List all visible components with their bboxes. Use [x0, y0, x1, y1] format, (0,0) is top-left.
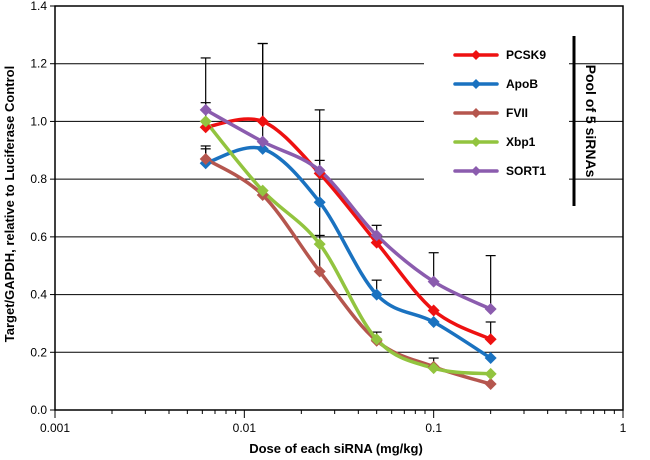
data-point [256, 135, 269, 148]
data-point [370, 333, 383, 346]
data-point [199, 103, 212, 116]
y-tick-label: 0.6 [30, 230, 47, 244]
legend-label: ApoB [506, 77, 538, 91]
legend-marker-diamond [471, 166, 481, 176]
legend: PCSK9 ApoB FVII Xbp1 SORT1 Pool of 5 siRNAs [424, 36, 599, 206]
x-tick-label: 0.1 [425, 421, 442, 435]
legend-marker-diamond [471, 137, 481, 147]
legend-pool-label: Pool of 5 siRNAs [583, 65, 599, 178]
y-tick-label: 0.8 [30, 172, 47, 186]
legend-marker-diamond [471, 108, 481, 118]
legend-marker-diamond [471, 79, 481, 89]
data-point [484, 333, 497, 346]
legend-label: PCSK9 [506, 48, 546, 62]
data-point [370, 236, 383, 249]
data-point [313, 196, 326, 209]
x-axis: 0.001 0.01 0.1 1 [40, 410, 627, 435]
y-tick-label: 1.0 [30, 114, 47, 128]
data-point [313, 238, 326, 251]
data-point [256, 142, 269, 155]
data-point [370, 229, 383, 242]
legend-label: Xbp1 [506, 135, 536, 149]
data-point [199, 152, 212, 165]
data-point [427, 315, 440, 328]
data-point [370, 288, 383, 301]
y-axis-title: Target/GAPDH, relative to Luciferase Con… [2, 66, 17, 342]
data-point [484, 367, 497, 380]
data-point [256, 184, 269, 197]
data-point [313, 164, 326, 177]
data-point [313, 265, 326, 278]
y-tick-label: 1.4 [30, 0, 47, 13]
x-tick-label: 0.01 [233, 421, 257, 435]
y-axis: 0.0 0.2 0.4 0.6 0.8 1.0 1.2 1.4 [30, 0, 55, 417]
y-tick-label: 0.0 [30, 403, 47, 417]
legend-marker-diamond [471, 50, 481, 60]
x-tick-label: 0.001 [40, 421, 70, 435]
plot-frame [54, 5, 624, 411]
data-point [427, 362, 440, 375]
data-point [256, 115, 269, 128]
data-point [484, 352, 497, 365]
data-point [199, 115, 212, 128]
y-tick-label: 0.2 [30, 345, 47, 359]
series-markers [199, 103, 497, 391]
x-tick-label: 1 [620, 421, 627, 435]
legend-label: FVII [506, 106, 528, 120]
data-point [484, 303, 497, 315]
y-tick-label: 1.2 [30, 57, 47, 71]
y-tick-label: 0.4 [30, 288, 47, 302]
data-point [427, 304, 440, 317]
x-axis-title: Dose of each siRNA (mg/kg) [249, 441, 423, 456]
data-point [484, 378, 497, 391]
data-point [427, 275, 440, 288]
legend-label: SORT1 [506, 164, 546, 178]
